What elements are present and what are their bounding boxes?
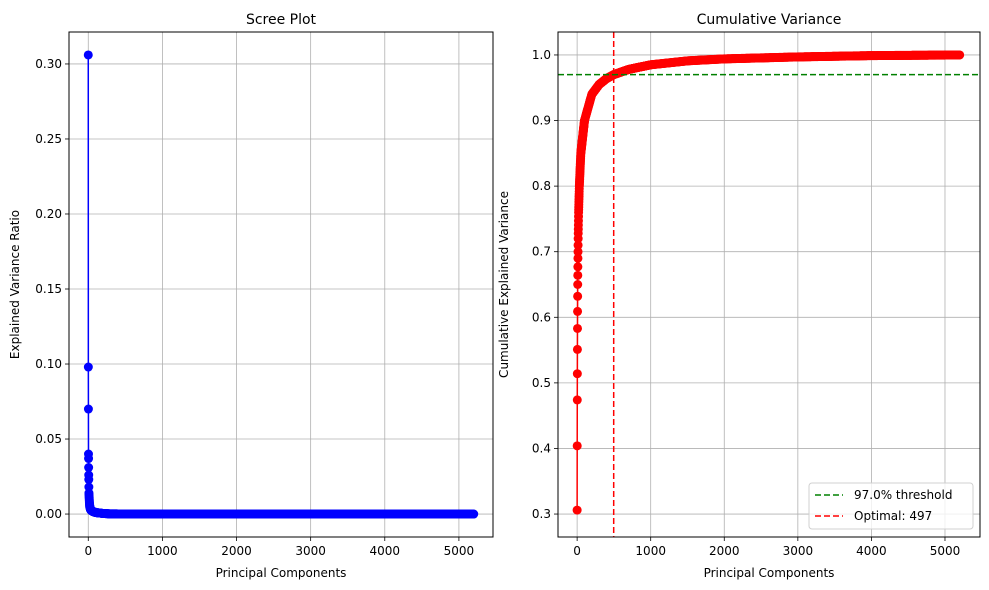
- y-tick-label: 0.4: [532, 441, 551, 455]
- data-point: [84, 475, 94, 485]
- series-line: [87, 54, 474, 515]
- data-point: [572, 441, 582, 451]
- x-tick-label: 5000: [930, 544, 961, 558]
- y-tick-label: 0.5: [532, 376, 551, 390]
- data-point: [573, 306, 583, 316]
- y-tick-label: 0.9: [532, 114, 551, 128]
- x-axis-label: Principal Components: [216, 566, 347, 580]
- axes-frame: [68, 31, 494, 538]
- legend-threshold-label: 97.0% threshold: [854, 488, 952, 502]
- x-tick-label: 3000: [783, 544, 814, 558]
- y-axis-label: Cumulative Explained Variance: [497, 191, 511, 378]
- x-tick-label: 2000: [221, 544, 252, 558]
- data-point: [573, 270, 583, 280]
- data-point: [573, 240, 583, 250]
- x-tick-label: 4000: [856, 544, 887, 558]
- data-point: [469, 509, 479, 519]
- y-tick-label: 0.20: [35, 207, 62, 221]
- x-tick-label: 5000: [444, 544, 475, 558]
- data-point: [572, 323, 582, 333]
- chart-1: 0 1000 2000 3000 4000 5000 0.00 0.05 0.10 0.15 0.2…: [8, 12, 494, 580]
- y-tick-label: 0.3: [532, 507, 551, 521]
- y-tick-label: 0.7: [532, 245, 551, 259]
- data-point: [573, 247, 583, 257]
- x-tick-label: 4000: [370, 544, 401, 558]
- y-axis-label: Explained Variance Ratio: [8, 210, 22, 359]
- data-point: [572, 505, 582, 515]
- x-tick-label: 1000: [147, 544, 178, 558]
- axes-frame: [557, 31, 981, 538]
- x-axis-label: Principal Components: [704, 566, 835, 580]
- y-tick-label: 0.25: [35, 132, 62, 146]
- y-tick-label: 0.05: [35, 432, 62, 446]
- data-point: [83, 404, 93, 414]
- legend-box: [808, 482, 974, 530]
- data-point: [83, 362, 93, 372]
- plot-area: [558, 32, 980, 537]
- x-tick-label: 1000: [635, 544, 666, 558]
- chart-2: 0 1000 2000 3000 4000 5000 0.3 0.4 0.5 0.6 0.7 0.8 0…: [497, 12, 981, 580]
- data-point: [572, 344, 582, 354]
- y-tick-label: 0.10: [35, 357, 62, 371]
- plot-area: [83, 50, 479, 519]
- x-tick-label: 0: [84, 544, 92, 558]
- chart-title: Cumulative Variance: [697, 12, 842, 28]
- data-point: [84, 463, 94, 473]
- data-point: [955, 50, 965, 60]
- legend-optimal-label: Optimal: 497: [854, 509, 932, 523]
- legend: 97.0% threshold Optimal: 497: [808, 482, 974, 530]
- y-tick-label: 1.0: [532, 48, 551, 62]
- y-tick-label: 0.00: [35, 507, 62, 521]
- y-tick-label: 0.6: [532, 310, 551, 324]
- data-point: [573, 291, 583, 301]
- data-point: [573, 262, 583, 272]
- series-line: [576, 54, 960, 511]
- x-tick-label: 3000: [295, 544, 326, 558]
- data-point: [83, 50, 93, 60]
- chart-title: Scree Plot: [246, 12, 317, 28]
- data-point: [573, 253, 583, 263]
- y-tick-label: 0.15: [35, 282, 62, 296]
- x-tick-label: 0: [573, 544, 581, 558]
- y-tick-label: 0.8: [532, 179, 551, 193]
- y-tick-label: 0.30: [35, 57, 62, 71]
- x-tick-label: 2000: [709, 544, 740, 558]
- data-point: [572, 395, 582, 405]
- data-point: [84, 454, 94, 464]
- data-point: [573, 280, 583, 289]
- data-point: [572, 369, 582, 379]
